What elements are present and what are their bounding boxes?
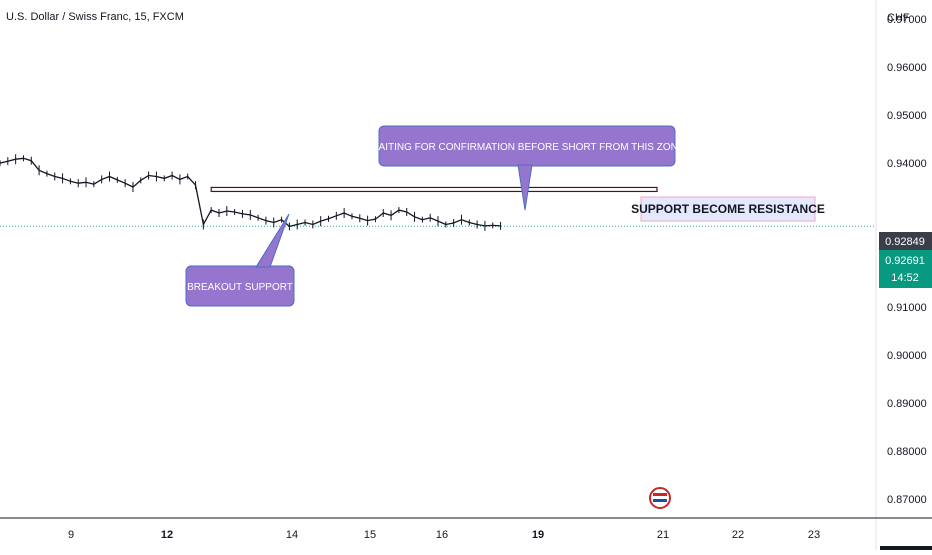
time-label: 9: [68, 529, 74, 541]
flag-stripe: [653, 499, 667, 502]
scroll-indicator[interactable]: [880, 546, 932, 550]
prev-close-value: 0.92849: [885, 236, 925, 248]
time-label: 16: [436, 529, 448, 541]
resistance-label: SUPPORT BECOME RESISTANCE: [631, 202, 825, 216]
price-label: 0.89000: [887, 398, 927, 410]
prev-close-badge: [879, 232, 932, 250]
last-price-badge: [879, 250, 932, 288]
us-event-flag-icon[interactable]: [649, 487, 671, 509]
time-label: 23: [808, 529, 820, 541]
resistance-label-box: [640, 196, 816, 222]
price-label: 0.94000: [887, 158, 927, 170]
breakout-callout-pointer: [255, 213, 290, 268]
last-price-value: 0.92691: [885, 255, 925, 267]
price-label: 0.96000: [887, 62, 927, 74]
price-label: 0.88000: [887, 446, 927, 458]
price-label: 0.91000: [887, 302, 927, 314]
breakout-callout-box[interactable]: [185, 265, 295, 307]
time-label: 22: [732, 529, 744, 541]
countdown-value: 14:52: [891, 272, 919, 284]
price-label: 0.87000: [887, 494, 927, 506]
time-label: 15: [364, 529, 376, 541]
price-label: 0.97000: [887, 14, 927, 26]
flag-stripe: [653, 493, 667, 496]
waiting-callout-text: WAITING FOR CONFIRMATION BEFORE SHORT FR…: [369, 142, 684, 153]
time-label: 21: [657, 529, 669, 541]
symbol-title: U.S. Dollar / Swiss Franc, 15, FXCM: [6, 11, 184, 23]
price-label: 0.90000: [887, 350, 927, 362]
currency-label: CHF: [887, 12, 910, 24]
waiting-callout-pointer: [517, 164, 533, 211]
resistance-level-line[interactable]: [210, 186, 658, 193]
breakout-callout-text: BREAKOUT SUPPORT: [187, 282, 293, 293]
time-label: 14: [286, 529, 298, 541]
price-label: 0.95000: [887, 110, 927, 122]
time-label: 19: [532, 529, 544, 541]
time-label: 12: [161, 529, 173, 541]
